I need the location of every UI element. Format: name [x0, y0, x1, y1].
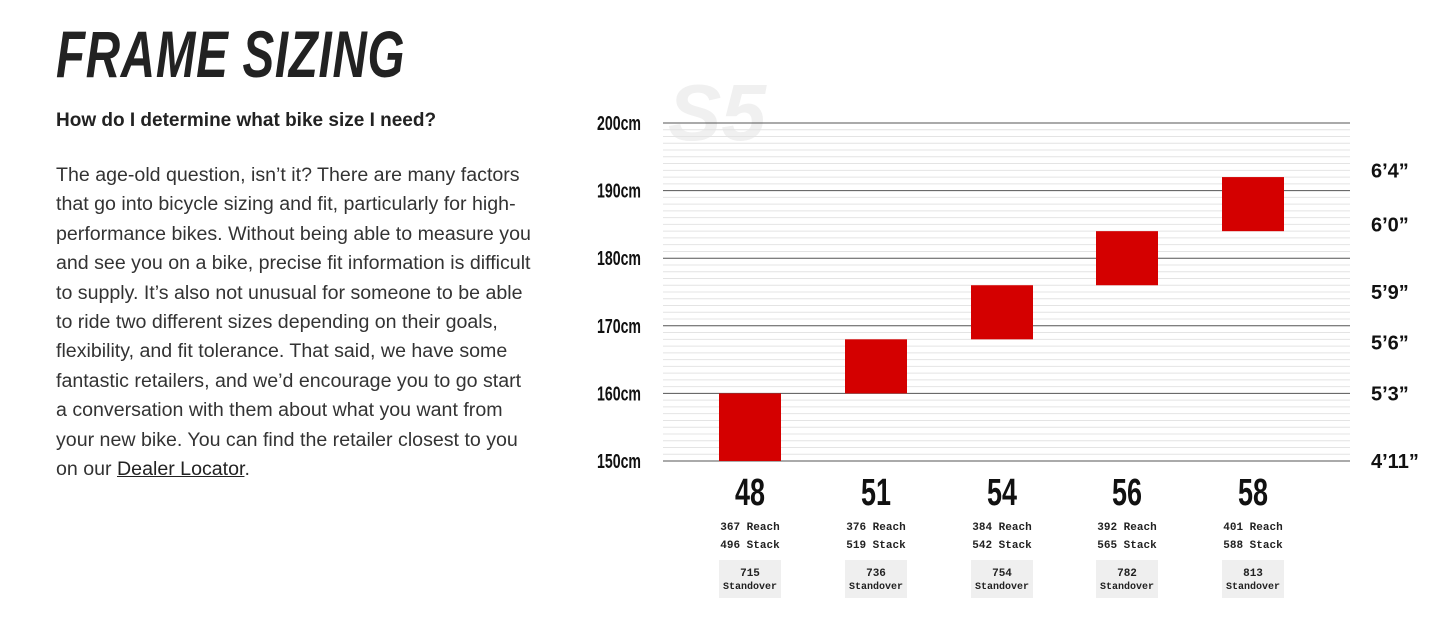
- y-tick-label-cm: 170cm: [597, 316, 641, 338]
- y-tick-label-cm: 190cm: [597, 181, 641, 203]
- standover-label: Standover: [1226, 581, 1280, 593]
- frame-size-chart-svg: S5 200cm 190cm 180cm 170cm 160cm 150cm 6’4” 6’0”…: [597, 68, 1419, 598]
- size-bar-56: [1096, 231, 1158, 286]
- y-tick-label-ft: 5’3”: [1371, 383, 1409, 405]
- standover-value: 782: [1117, 568, 1137, 580]
- y-tick-label-cm: 180cm: [597, 248, 641, 270]
- size-label: 54: [987, 472, 1017, 514]
- frame-size-chart: S5 200cm 190cm 180cm 170cm 160cm 150cm 6’4” 6’0”…: [560, 60, 1440, 620]
- y-tick-label-ft: 4’11”: [1371, 451, 1419, 473]
- size-label: 51: [861, 472, 891, 514]
- intro-section: FRAME SIZING How do I determine what bik…: [56, 18, 536, 484]
- reach-label: 367 Reach: [720, 522, 779, 534]
- standover-value: 754: [992, 568, 1012, 580]
- standover-box: [1222, 560, 1284, 598]
- size-bar-51: [845, 339, 907, 394]
- standover-box: [845, 560, 907, 598]
- y-tick-label-cm: 150cm: [597, 451, 641, 473]
- faq-answer: The age-old question, isn’t it? There ar…: [56, 161, 536, 484]
- dealer-locator-link[interactable]: Dealer Locator: [117, 458, 245, 481]
- page-title: FRAME SIZING: [56, 17, 406, 91]
- standover-value: 736: [866, 568, 886, 580]
- y-tick-label-ft: 6’0”: [1371, 214, 1409, 236]
- standover-value: 813: [1243, 568, 1263, 580]
- faq-answer-text: The age-old question, isn’t it? There ar…: [56, 164, 531, 481]
- standover-value: 715: [740, 568, 760, 580]
- stack-label: 588 Stack: [1223, 540, 1283, 552]
- size-label: 56: [1112, 472, 1142, 514]
- faq-answer-end: .: [244, 458, 250, 481]
- standover-label: Standover: [975, 581, 1029, 593]
- chart-watermark: S5: [668, 68, 767, 157]
- y-tick-label-cm: 200cm: [597, 113, 641, 135]
- size-label: 48: [735, 472, 765, 514]
- stack-label: 496 Stack: [720, 540, 780, 552]
- standover-box: [1096, 560, 1158, 598]
- y-tick-label-ft: 5’9”: [1371, 282, 1409, 304]
- y-tick-label-ft: 6’4”: [1371, 160, 1409, 182]
- standover-box: [971, 560, 1033, 598]
- reach-label: 401 Reach: [1223, 522, 1282, 534]
- standover-label: Standover: [1100, 581, 1154, 593]
- standover-box: [719, 560, 781, 598]
- reach-label: 384 Reach: [972, 522, 1031, 534]
- size-bar-48: [719, 393, 781, 461]
- size-label: 58: [1238, 472, 1268, 514]
- standover-label: Standover: [849, 581, 903, 593]
- size-bar-58: [1222, 177, 1284, 232]
- stack-label: 542 Stack: [972, 540, 1032, 552]
- y-tick-label-cm: 160cm: [597, 383, 641, 405]
- standover-label: Standover: [723, 581, 777, 593]
- faq-question: How do I determine what bike size I need…: [56, 110, 437, 131]
- stack-label: 565 Stack: [1097, 540, 1157, 552]
- size-bar-54: [971, 285, 1033, 340]
- y-tick-label-ft: 5’6”: [1371, 333, 1409, 355]
- reach-label: 376 Reach: [846, 522, 905, 534]
- reach-label: 392 Reach: [1097, 522, 1156, 534]
- stack-label: 519 Stack: [846, 540, 906, 552]
